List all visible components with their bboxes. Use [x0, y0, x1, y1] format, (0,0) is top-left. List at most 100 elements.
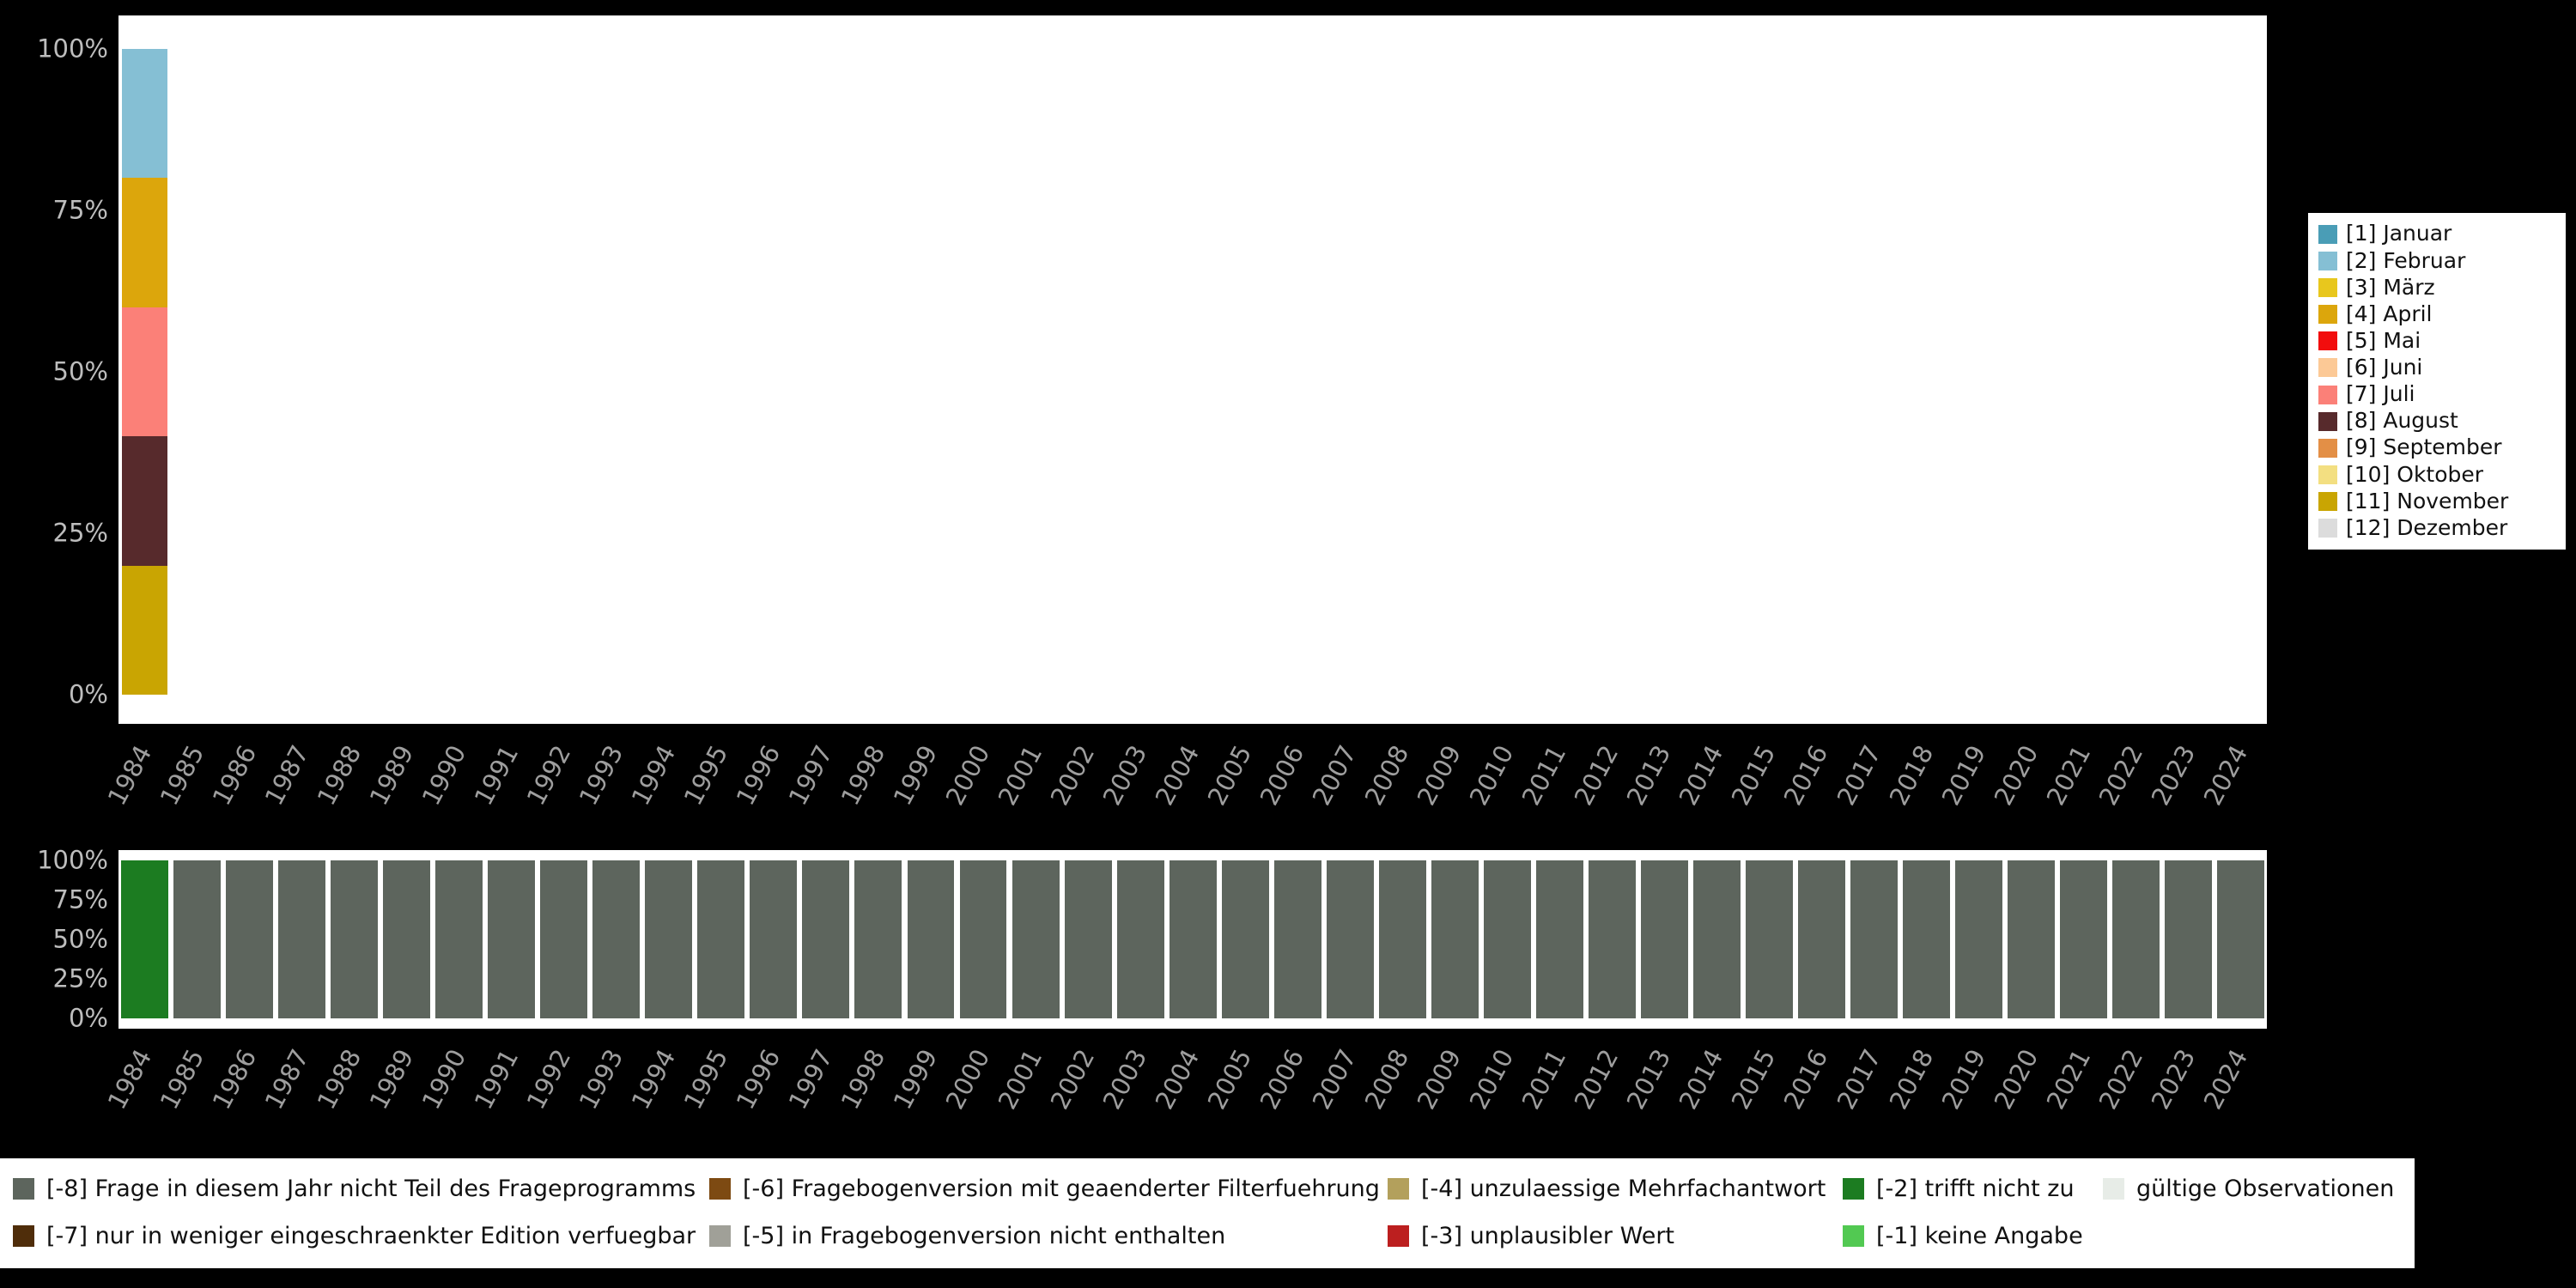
bar-slot-1998 [852, 860, 904, 1018]
legend-label: [-7] nur in weniger eingeschraenkter Edi… [46, 1223, 696, 1249]
bar-2012 [1588, 860, 1636, 1018]
legend-item-10: [10] Oktober [2318, 462, 2555, 488]
legend-item-6: [6] Juni [2318, 355, 2555, 380]
bar-2009 [1431, 860, 1479, 1018]
legend-label: [1] Januar [2346, 221, 2452, 246]
bar-segment-1998--8 [854, 860, 902, 1018]
bar-segment-2015--8 [1746, 860, 1793, 1018]
bar-slot-1994 [642, 860, 695, 1018]
legend-label: gültige Observationen [2136, 1176, 2395, 1202]
legend-swatch-12 [2318, 519, 2337, 538]
bar-segment-2009--8 [1431, 860, 1479, 1018]
legend-swatch-6 [2318, 358, 2337, 378]
bar-2023 [2165, 860, 2213, 1018]
bar-segment-1993--8 [592, 860, 641, 1018]
y-tick-label: 25% [52, 518, 108, 548]
bar-slot-1995 [695, 860, 747, 1018]
bar-slot-2018 [1900, 860, 1953, 1018]
bar-slot-2012 [1586, 860, 1638, 1018]
bar-slot-2016 [1795, 860, 1848, 1018]
legend-swatch--1 [1843, 1225, 1864, 1248]
bar-slot-1990 [433, 860, 485, 1018]
legend-item-5: [5] Mai [2318, 327, 2555, 354]
legend-item--3: [-3] unplausibler Wert [1388, 1223, 1674, 1249]
bar-segment-2019--8 [1955, 860, 2003, 1018]
bar-segment-1997--8 [802, 860, 850, 1018]
bar-segment-2003--8 [1116, 860, 1164, 1018]
legend-item-7: [7] Juli [2318, 381, 2555, 407]
bar-slot-1999 [904, 860, 957, 1018]
legend-label: [-3] unplausibler Wert [1421, 1223, 1675, 1249]
bar-slot-1996 [747, 860, 799, 1018]
bar-1987 [278, 860, 326, 1018]
bar-2015 [1746, 860, 1793, 1018]
bar-segment-2007--8 [1326, 860, 1374, 1018]
legend-swatch--2 [1843, 1178, 1864, 1200]
legend-swatch-7 [2318, 385, 2337, 404]
bar-segment-1991--8 [488, 860, 536, 1018]
bar-segment-1988--8 [331, 860, 379, 1018]
bar-segment-1984-4 [121, 178, 168, 307]
legend-label: [-1] keine Angabe [1876, 1223, 2083, 1249]
bar-segment-1984-11 [121, 565, 168, 695]
legend-swatch--4 [1388, 1178, 1409, 1200]
bar-1994 [645, 860, 693, 1018]
bar-1984 [121, 860, 168, 1018]
bar-slot-2005 [1219, 860, 1272, 1018]
bar-1998 [854, 860, 902, 1018]
legend-label: [-5] in Fragebogenversion nicht enthalte… [743, 1223, 1226, 1249]
bar-segment-1992--8 [540, 860, 588, 1018]
y-tick-label: 75% [52, 884, 108, 914]
legend-swatch-5 [2318, 331, 2337, 351]
bar-2013 [1640, 860, 1688, 1018]
y-tick-label: 50% [52, 924, 108, 954]
legend-label: [3] März [2346, 274, 2435, 300]
bar-2008 [1378, 860, 1426, 1018]
legend-label: [2] Februar [2346, 247, 2466, 273]
legend-swatch--8 [13, 1178, 34, 1200]
bar-slot-2020 [2005, 860, 2057, 1018]
bar-segment-1994--8 [645, 860, 693, 1018]
bar-1995 [697, 860, 745, 1018]
bar-slot-2015 [1743, 860, 1795, 1018]
bar-slot-2013 [1638, 860, 1691, 1018]
bar-slot-2003 [1115, 860, 1167, 1018]
legend-item--2: [-2] trifft nicht zu [1843, 1176, 2075, 1202]
legend-label: [7] Juli [2346, 381, 2415, 407]
legend-item-11: [11] November [2318, 489, 2555, 514]
bar-slot-2006 [1272, 860, 1324, 1018]
y-tick-label: 0% [68, 1003, 108, 1033]
bar-2017 [1850, 860, 1898, 1018]
legend-label: [5] Mai [2346, 327, 2421, 353]
legend-item-12: [12] Dezember [2318, 515, 2555, 541]
bar-slot-2010 [1481, 860, 1534, 1018]
bar-slot-2014 [1691, 860, 1743, 1018]
legend-label: [-4] unzulaessige Mehrfachantwort [1421, 1176, 1826, 1202]
bar-segment-2014--8 [1692, 860, 1741, 1018]
bar-1997 [802, 860, 850, 1018]
legend-swatch-3 [2318, 278, 2337, 297]
bar-segment-2001--8 [1012, 860, 1060, 1018]
legend-item-8: [8] August [2318, 408, 2555, 434]
legend-label: [11] November [2346, 488, 2509, 513]
bar-slot-2000 [957, 860, 1010, 1018]
bar-slot-1984 [118, 860, 171, 1018]
bar-segment-2022--8 [2112, 860, 2160, 1018]
bar-segment-2013--8 [1640, 860, 1688, 1018]
bar-2018 [1903, 860, 1951, 1018]
bar-slot-2007 [1324, 860, 1376, 1018]
missing-codes-legend [0, 1158, 2415, 1268]
legend-swatch-10 [2318, 465, 2337, 484]
bar-slot-2017 [1848, 860, 1900, 1018]
bar-2000 [959, 860, 1007, 1018]
bar-segment-1996--8 [750, 860, 798, 1018]
legend-swatch-8 [2318, 411, 2337, 431]
bar-segment-2018--8 [1903, 860, 1951, 1018]
bar-1989 [383, 860, 431, 1018]
bar-segment-1987--8 [278, 860, 326, 1018]
legend-item--4: [-4] unzulaessige Mehrfachantwort [1388, 1176, 1826, 1202]
legend-swatch-1 [2318, 224, 2337, 244]
